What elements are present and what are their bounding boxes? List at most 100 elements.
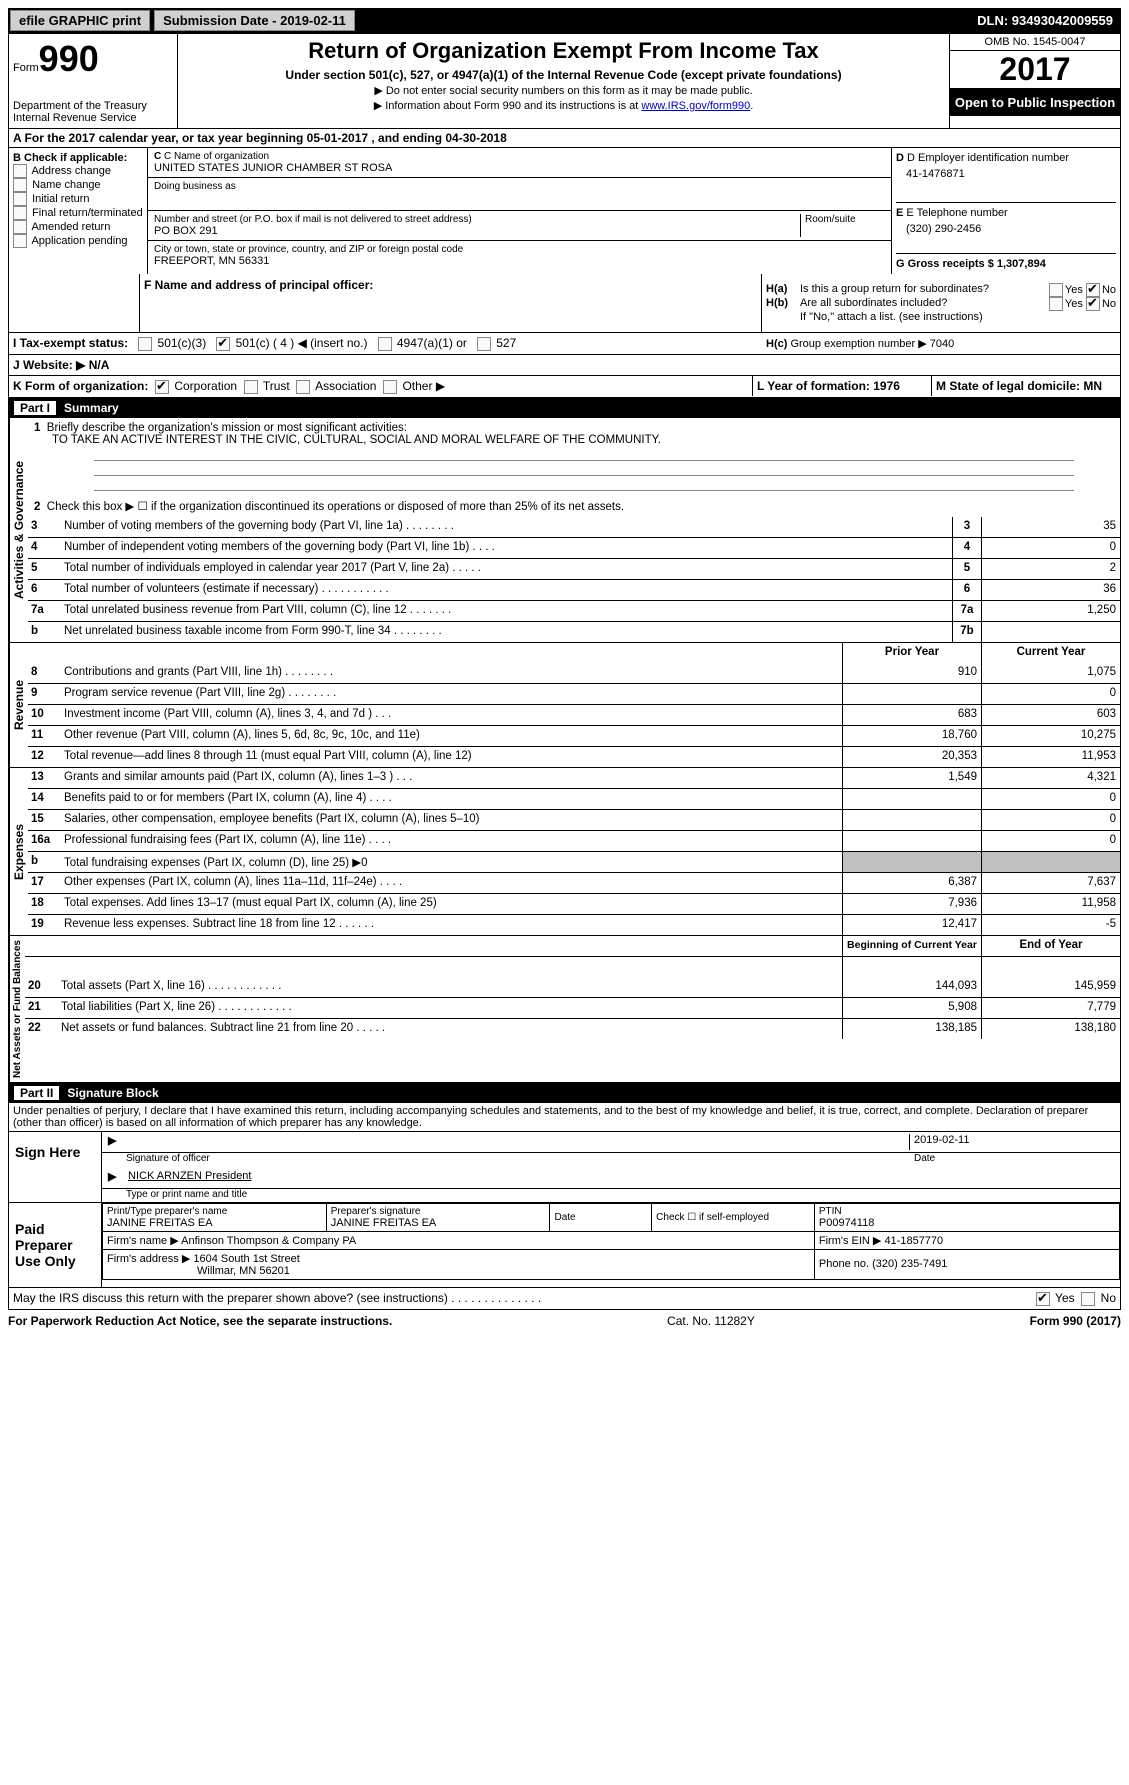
hb-label: Are all subordinates included? bbox=[800, 297, 1049, 311]
ha-label: Is this a group return for subordinates? bbox=[800, 283, 1049, 297]
dln: DLN: 93493042009559 bbox=[977, 13, 1119, 28]
omb-number: OMB No. 1545-0047 bbox=[950, 34, 1120, 51]
footer-left: For Paperwork Reduction Act Notice, see … bbox=[8, 1314, 392, 1328]
current-year-header: Current Year bbox=[981, 643, 1120, 663]
org-name: UNITED STATES JUNIOR CHAMBER ST ROSA bbox=[154, 162, 885, 174]
room-label: Room/suite bbox=[805, 214, 885, 225]
discuss-yes[interactable]: Yes bbox=[1036, 1291, 1075, 1306]
tax-year: 2017 bbox=[950, 51, 1120, 89]
governance-side: Activities & Governance bbox=[9, 418, 28, 642]
footer-mid: Cat. No. 11282Y bbox=[667, 1314, 755, 1328]
dept-treasury: Department of the Treasury bbox=[13, 100, 173, 112]
sign-here-label: Sign Here bbox=[9, 1132, 102, 1202]
firm-phone: (320) 235-7491 bbox=[872, 1258, 947, 1270]
hb-note: If "No," attach a list. (see instruction… bbox=[766, 311, 1116, 323]
check-address[interactable]: Address change bbox=[13, 164, 143, 178]
net-row-20: 20 Total assets (Part X, line 16) . . . … bbox=[25, 977, 1120, 997]
line2: Check this box ▶ ☐ if the organization d… bbox=[47, 501, 624, 513]
state-domicile: M State of legal domicile: MN bbox=[931, 376, 1120, 396]
netassets-side: Net Assets or Fund Balances bbox=[9, 936, 25, 1082]
submission-date: Submission Date - 2019-02-11 bbox=[154, 10, 355, 31]
city: FREEPORT, MN 56331 bbox=[154, 255, 885, 267]
gross-receipts: G Gross receipts $ 1,307,894 bbox=[896, 254, 1116, 270]
exp-row-18: 18 Total expenses. Add lines 13–17 (must… bbox=[28, 893, 1120, 914]
check-name[interactable]: Name change bbox=[13, 178, 143, 192]
end-year-header: End of Year bbox=[981, 936, 1120, 956]
efile-button[interactable]: efile GRAPHIC print bbox=[10, 10, 150, 31]
check-amended[interactable]: Amended return bbox=[13, 220, 143, 234]
row-klm: K Form of organization: Corporation Trus… bbox=[8, 376, 1121, 398]
hc-label: Group exemption number ▶ 7040 bbox=[790, 338, 954, 350]
form-label: Form bbox=[13, 62, 39, 74]
row-j: J Website: ▶ N/A bbox=[8, 355, 1121, 376]
exp-row-15: 15 Salaries, other compensation, employe… bbox=[28, 809, 1120, 830]
exp-row-14: 14 Benefits paid to or for members (Part… bbox=[28, 788, 1120, 809]
preparer-label: Paid Preparer Use Only bbox=[9, 1203, 102, 1287]
self-employed-check[interactable]: Check ☐ if self-employed bbox=[652, 1203, 815, 1231]
perjury-statement: Under penalties of perjury, I declare th… bbox=[8, 1103, 1121, 1132]
irs-link[interactable]: www.IRS.gov/form990 bbox=[641, 100, 750, 112]
city-label: City or town, state or province, country… bbox=[154, 244, 885, 255]
rev-row-9: 9 Program service revenue (Part VIII, li… bbox=[28, 683, 1120, 704]
revenue-side: Revenue bbox=[9, 643, 28, 767]
check-final[interactable]: Final return/terminated bbox=[13, 206, 143, 220]
form-title: Return of Organization Exempt From Incom… bbox=[182, 38, 945, 64]
section-fh: F Name and address of principal officer:… bbox=[8, 274, 1121, 333]
gov-row-b: b Net unrelated business taxable income … bbox=[28, 621, 1120, 642]
governance-section: Activities & Governance 1 Briefly descri… bbox=[8, 418, 1121, 643]
street-label: Number and street (or P.O. box if mail i… bbox=[154, 214, 800, 225]
part1-header: Part I Summary bbox=[8, 398, 1121, 418]
phone-label: E E Telephone number bbox=[896, 207, 1116, 219]
rev-row-8: 8 Contributions and grants (Part VIII, l… bbox=[28, 663, 1120, 683]
sign-here-block: Sign Here ▶2019-02-11 Signature of offic… bbox=[8, 1132, 1121, 1203]
prior-year-header: Prior Year bbox=[842, 643, 981, 663]
check-pending[interactable]: Application pending bbox=[13, 234, 143, 248]
footer: For Paperwork Reduction Act Notice, see … bbox=[8, 1310, 1121, 1332]
ein-label: D D Employer identification number bbox=[896, 152, 1116, 164]
org-name-label: C C Name of organization bbox=[154, 151, 885, 162]
sign-date: 2019-02-11 bbox=[909, 1134, 1114, 1150]
gov-row-3: 3 Number of voting members of the govern… bbox=[28, 517, 1120, 537]
dba-label: Doing business as bbox=[154, 181, 885, 192]
net-row-22: 22 Net assets or fund balances. Subtract… bbox=[25, 1018, 1120, 1039]
discuss-no[interactable]: No bbox=[1081, 1291, 1116, 1306]
rev-row-12: 12 Total revenue—add lines 8 through 11 … bbox=[28, 746, 1120, 767]
revenue-section: Revenue Prior Year Current Year 8 Contri… bbox=[8, 643, 1121, 768]
street: PO BOX 291 bbox=[154, 225, 800, 237]
gov-row-7a: 7a Total unrelated business revenue from… bbox=[28, 600, 1120, 621]
exp-row-19: 19 Revenue less expenses. Subtract line … bbox=[28, 914, 1120, 935]
expenses-section: Expenses 13 Grants and similar amounts p… bbox=[8, 768, 1121, 936]
open-inspection: Open to Public Inspection bbox=[950, 89, 1120, 116]
exp-row-13: 13 Grants and similar amounts paid (Part… bbox=[28, 768, 1120, 788]
officer-name: NICK ARNZEN President bbox=[128, 1170, 251, 1186]
exp-row-16a: 16a Professional fundraising fees (Part … bbox=[28, 830, 1120, 851]
check-initial[interactable]: Initial return bbox=[13, 192, 143, 206]
mission-label: Briefly describe the organization's miss… bbox=[47, 422, 407, 434]
section-a: A For the 2017 calendar year, or tax yea… bbox=[8, 129, 1121, 148]
ein-value: 41-1476871 bbox=[896, 164, 1116, 184]
firm-address: 1604 South 1st Street bbox=[193, 1253, 299, 1265]
footer-right: Form 990 (2017) bbox=[1030, 1314, 1121, 1328]
dept-irs: Internal Revenue Service bbox=[13, 112, 173, 124]
phone-value: (320) 290-2456 bbox=[896, 219, 1116, 239]
netassets-section: Net Assets or Fund Balances Beginning of… bbox=[8, 936, 1121, 1083]
preparer-block: Paid Preparer Use Only Print/Type prepar… bbox=[8, 1203, 1121, 1288]
mission-text: TO TAKE AN ACTIVE INTEREST IN THE CIVIC,… bbox=[34, 434, 661, 446]
exp-row-17: 17 Other expenses (Part IX, column (A), … bbox=[28, 872, 1120, 893]
box-b-label: B Check if applicable: bbox=[13, 152, 143, 164]
discuss-row: May the IRS discuss this return with the… bbox=[8, 1288, 1121, 1310]
form-number: 990 bbox=[39, 38, 99, 79]
expenses-side: Expenses bbox=[9, 768, 28, 935]
year-formation: L Year of formation: 1976 bbox=[752, 376, 931, 396]
exp-row-b: b Total fundraising expenses (Part IX, c… bbox=[28, 851, 1120, 872]
gov-row-5: 5 Total number of individuals employed i… bbox=[28, 558, 1120, 579]
firm-ein: 41-1857770 bbox=[884, 1235, 943, 1247]
firm-name: Anfinson Thompson & Company PA bbox=[181, 1235, 356, 1247]
section-bcd: B Check if applicable: Address change Na… bbox=[8, 148, 1121, 274]
part2-header: Part II Signature Block bbox=[8, 1083, 1121, 1103]
preparer-sig: JANINE FREITAS EA bbox=[331, 1217, 546, 1229]
rev-row-11: 11 Other revenue (Part VIII, column (A),… bbox=[28, 725, 1120, 746]
note-ssn: ▶ Do not enter social security numbers o… bbox=[182, 84, 945, 97]
rev-row-10: 10 Investment income (Part VIII, column … bbox=[28, 704, 1120, 725]
ptin: P00974118 bbox=[819, 1217, 1115, 1229]
